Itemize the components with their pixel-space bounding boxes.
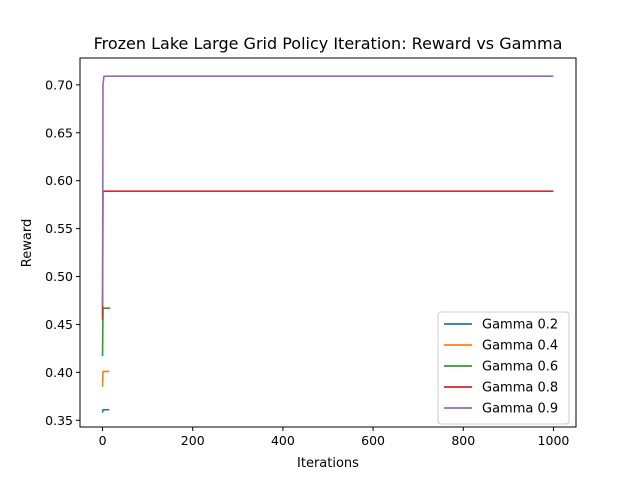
legend-entry-label: Gamma 0.8 [482,381,558,396]
series-line-2 [101,370,110,387]
axes-frame [79,57,577,428]
series-line-5 [101,75,554,306]
legend-box [437,311,570,425]
x-axis: 0 200 400 600 800 1000 [99,427,570,448]
x-tick-label: 0 [99,433,107,448]
y-tick-label: 0.65 [45,125,73,140]
legend-entry-label: Gamma 0.2 [482,318,558,333]
x-tick-label: 800 [451,433,475,448]
legend: Gamma 0.2 Gamma 0.4 Gamma 0.6 Gamma 0.8 Gamm… [437,311,570,425]
y-tick-label: 0.50 [45,269,73,284]
x-tick-label: 200 [181,433,205,448]
chart-title: Frozen Lake Large Grid Policy Iteration:… [94,34,563,53]
y-tick-label: 0.70 [45,77,73,92]
y-tick-label: 0.60 [45,173,73,188]
y-tick-label: 0.55 [45,221,73,236]
y-axis-label: Reward [20,219,35,267]
x-tick-label: 400 [271,433,295,448]
y-tick-label: 0.40 [45,365,73,380]
legend-entry-label: Gamma 0.6 [482,360,558,375]
x-tick-label: 600 [361,433,385,448]
y-axis: 0.35 0.40 0.45 0.50 0.55 0.60 0.65 0.70 [45,77,80,428]
legend-entry-label: Gamma 0.9 [482,402,558,417]
y-tick-label: 0.35 [45,413,73,428]
series-line-1 [101,408,110,413]
y-tick-label: 0.45 [45,317,73,332]
x-axis-label: Iterations [297,456,359,471]
x-tick-label: 1000 [538,433,570,448]
plot-area [101,75,554,413]
legend-entry-label: Gamma 0.4 [482,339,558,354]
